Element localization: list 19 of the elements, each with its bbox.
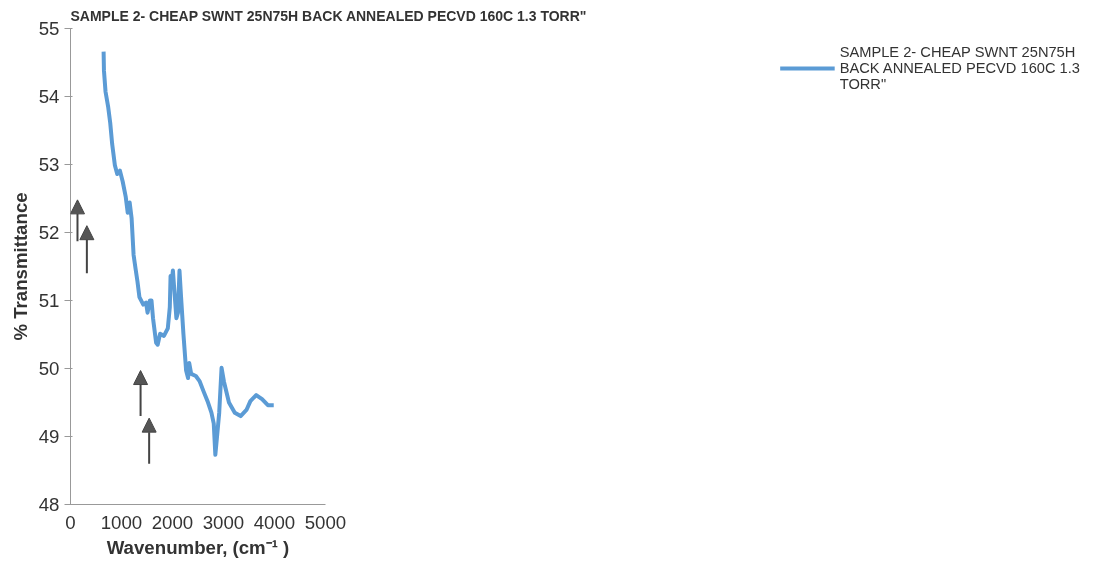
x-axis-title: Wavenumber, (cm⁻¹ ) (106, 536, 290, 558)
x-tick-label: 5000 (304, 511, 347, 533)
y-tick-label: 52 (38, 222, 60, 243)
y-tick-label: 55 (38, 18, 60, 39)
y-tick-label: 53 (38, 154, 60, 175)
chart-title: SAMPLE 2- CHEAP SWNT 25N75H BACK ANNEALED PECVD 160C 1.3 TORR" (70, 7, 587, 24)
y-tick-label: 51 (38, 290, 60, 311)
y-tick-label: 49 (38, 426, 60, 447)
legend-label: SAMPLE 2- CHEAP SWNT 25N75H BACK ANNEALED PECVD 160C 1.3 TORR" (839, 43, 1080, 94)
x-tick-label: 4000 (253, 511, 296, 533)
y-tick-label: 50 (38, 358, 60, 379)
line-series (101, 49, 276, 457)
x-tick-label: 0 (65, 511, 76, 533)
y-tick-label: 48 (38, 494, 60, 515)
x-tick-label: 1000 (100, 511, 143, 533)
x-tick-label: 2000 (151, 511, 194, 533)
y-axis-title: % Transmittance (9, 192, 31, 341)
y-tick-label: 54 (38, 86, 60, 107)
x-tick-label: 3000 (202, 511, 245, 533)
